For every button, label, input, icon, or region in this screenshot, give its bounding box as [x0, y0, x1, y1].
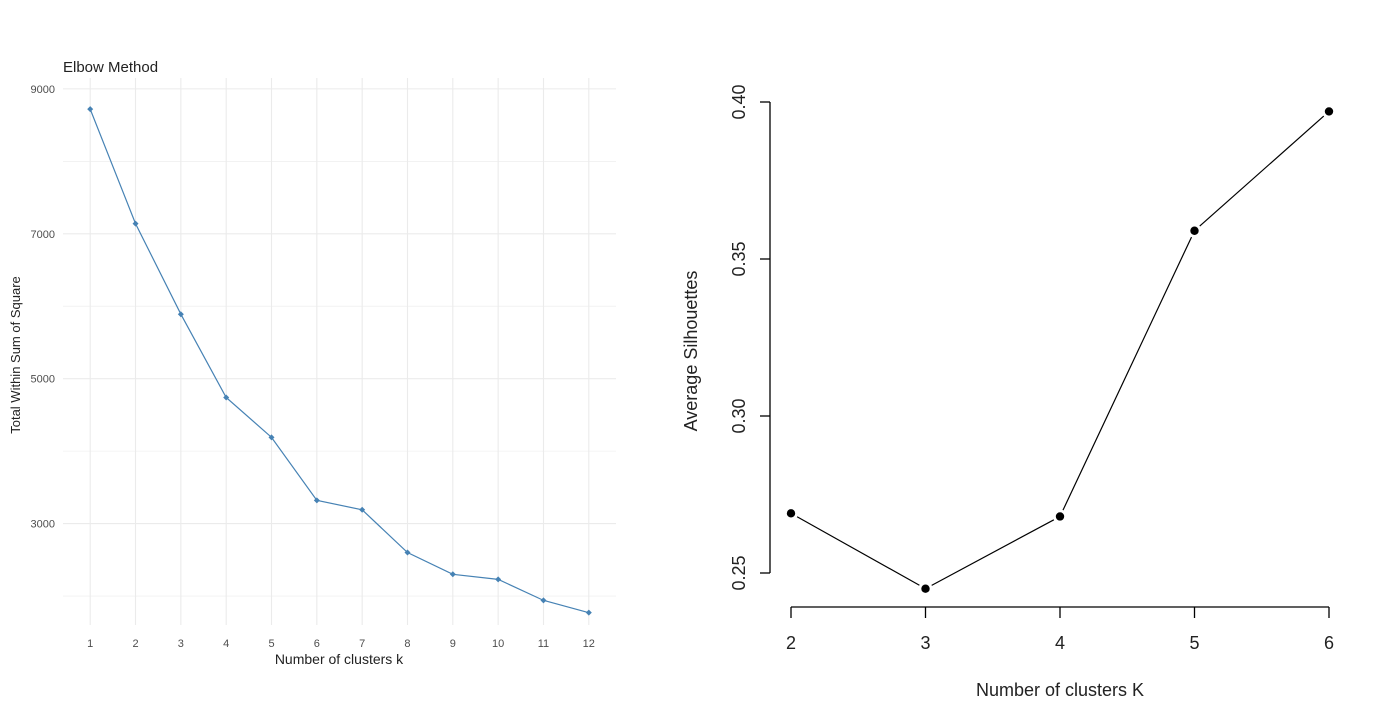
silhouette-x-tick-label: 5 — [1189, 633, 1199, 653]
silhouette-y-tick-label: 0.25 — [729, 555, 749, 590]
elbow-x-tick-label: 6 — [314, 638, 320, 650]
silhouette-data-point — [921, 584, 930, 593]
elbow-x-ticks: 1 2 3 4 5 6 7 8 9 10 11 12 — [87, 638, 595, 650]
elbow-data-point — [313, 497, 320, 504]
elbow-y-tick-label: 3000 — [31, 519, 55, 531]
elbow-x-tick-label: 7 — [359, 638, 365, 650]
elbow-chart: Elbow Method Total Within Sum of Square … — [8, 59, 616, 667]
elbow-data-point — [404, 549, 411, 556]
elbow-series-line — [89, 108, 589, 614]
elbow-x-axis-label: Number of clusters k — [275, 651, 404, 667]
silhouette-y-tick-label: 0.35 — [729, 241, 749, 276]
silhouette-y-ticks: 0.25 0.30 0.35 0.40 — [729, 84, 749, 590]
elbow-y-axis-label: Total Within Sum of Square — [8, 276, 23, 434]
silhouette-data-point — [1190, 226, 1199, 235]
elbow-x-tick-label: 2 — [132, 638, 138, 650]
elbow-data-point — [495, 576, 502, 583]
silhouette-series — [786, 107, 1334, 593]
elbow-x-tick-label: 4 — [223, 638, 229, 650]
elbow-x-tick-label: 1 — [87, 638, 93, 650]
elbow-data-point — [268, 434, 275, 441]
elbow-data-point — [87, 106, 94, 113]
elbow-x-tick-label: 11 — [538, 638, 549, 650]
elbow-grid — [63, 78, 616, 625]
silhouette-x-tick-label: 6 — [1324, 633, 1334, 653]
elbow-data-point — [223, 394, 230, 401]
elbow-x-tick-label: 10 — [492, 638, 504, 650]
silhouette-y-axis-label: Average Silhouettes — [681, 271, 701, 432]
elbow-y-tick-label: 7000 — [31, 229, 55, 241]
elbow-y-tick-label: 5000 — [31, 374, 55, 386]
silhouette-series-segment — [796, 516, 920, 586]
silhouette-x-ticks: 2 3 4 5 6 — [786, 633, 1334, 653]
elbow-x-tick-label: 8 — [404, 638, 410, 650]
silhouette-x-axis-label: Number of clusters K — [976, 680, 1144, 700]
silhouette-data-point — [1055, 512, 1065, 521]
elbow-data-point — [540, 597, 547, 604]
elbow-data-point — [585, 609, 592, 616]
elbow-series — [87, 106, 592, 616]
silhouette-series-segment — [1062, 236, 1193, 511]
silhouette-y-tick-label: 0.30 — [729, 398, 749, 433]
elbow-y-tick-label: 9000 — [31, 84, 55, 96]
elbow-x-tick-label: 12 — [583, 638, 595, 650]
elbow-x-tick-label: 3 — [178, 638, 184, 650]
elbow-data-point — [132, 220, 139, 227]
silhouette-series-segment — [1199, 115, 1325, 227]
elbow-y-ticks: 3000 5000 7000 9000 — [31, 84, 55, 531]
elbow-x-tick-label: 9 — [450, 638, 456, 650]
elbow-data-point — [449, 571, 456, 578]
elbow-title: Elbow Method — [63, 59, 158, 76]
silhouette-data-point — [786, 509, 796, 518]
silhouette-data-point — [1324, 107, 1334, 116]
silhouette-series-segment — [931, 519, 1055, 586]
elbow-x-tick-label: 5 — [268, 638, 274, 650]
silhouette-chart: Average Silhouettes Number of clusters K… — [681, 84, 1334, 700]
silhouette-axes — [760, 101, 1330, 618]
elbow-data-point — [177, 311, 184, 318]
silhouette-y-tick-label: 0.40 — [729, 84, 749, 119]
silhouette-x-tick-label: 4 — [1055, 633, 1065, 653]
silhouette-x-tick-label: 3 — [920, 633, 930, 653]
elbow-data-point — [359, 506, 366, 513]
silhouette-x-tick-label: 2 — [786, 633, 796, 653]
